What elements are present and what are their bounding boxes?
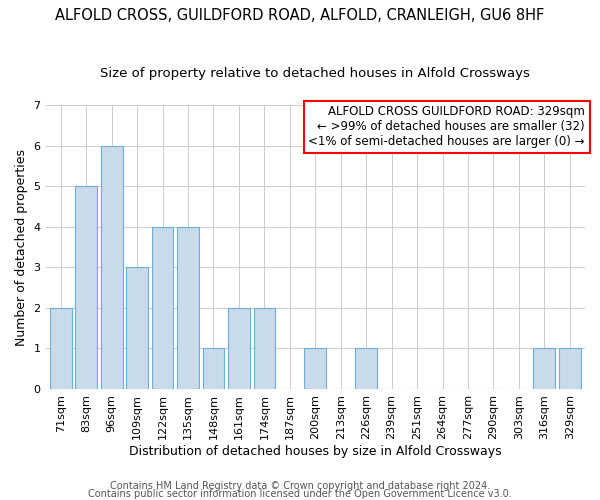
- Bar: [76, 186, 97, 389]
- Bar: [152, 227, 173, 389]
- Bar: [203, 348, 224, 389]
- Bar: [127, 268, 148, 389]
- Bar: [254, 308, 275, 389]
- Bar: [101, 146, 122, 389]
- Title: Size of property relative to detached houses in Alfold Crossways: Size of property relative to detached ho…: [100, 68, 530, 80]
- Text: Contains public sector information licensed under the Open Government Licence v3: Contains public sector information licen…: [88, 489, 512, 499]
- Bar: [177, 227, 199, 389]
- Text: Contains HM Land Registry data © Crown copyright and database right 2024.: Contains HM Land Registry data © Crown c…: [110, 481, 490, 491]
- Text: ALFOLD CROSS GUILDFORD ROAD: 329sqm
← >99% of detached houses are smaller (32)
<: ALFOLD CROSS GUILDFORD ROAD: 329sqm ← >9…: [308, 106, 585, 148]
- Bar: [228, 308, 250, 389]
- Text: ALFOLD CROSS, GUILDFORD ROAD, ALFOLD, CRANLEIGH, GU6 8HF: ALFOLD CROSS, GUILDFORD ROAD, ALFOLD, CR…: [55, 8, 545, 22]
- Bar: [304, 348, 326, 389]
- Bar: [355, 348, 377, 389]
- X-axis label: Distribution of detached houses by size in Alfold Crossways: Distribution of detached houses by size …: [129, 444, 502, 458]
- Bar: [50, 308, 71, 389]
- Y-axis label: Number of detached properties: Number of detached properties: [15, 148, 28, 346]
- Bar: [533, 348, 555, 389]
- Bar: [559, 348, 581, 389]
